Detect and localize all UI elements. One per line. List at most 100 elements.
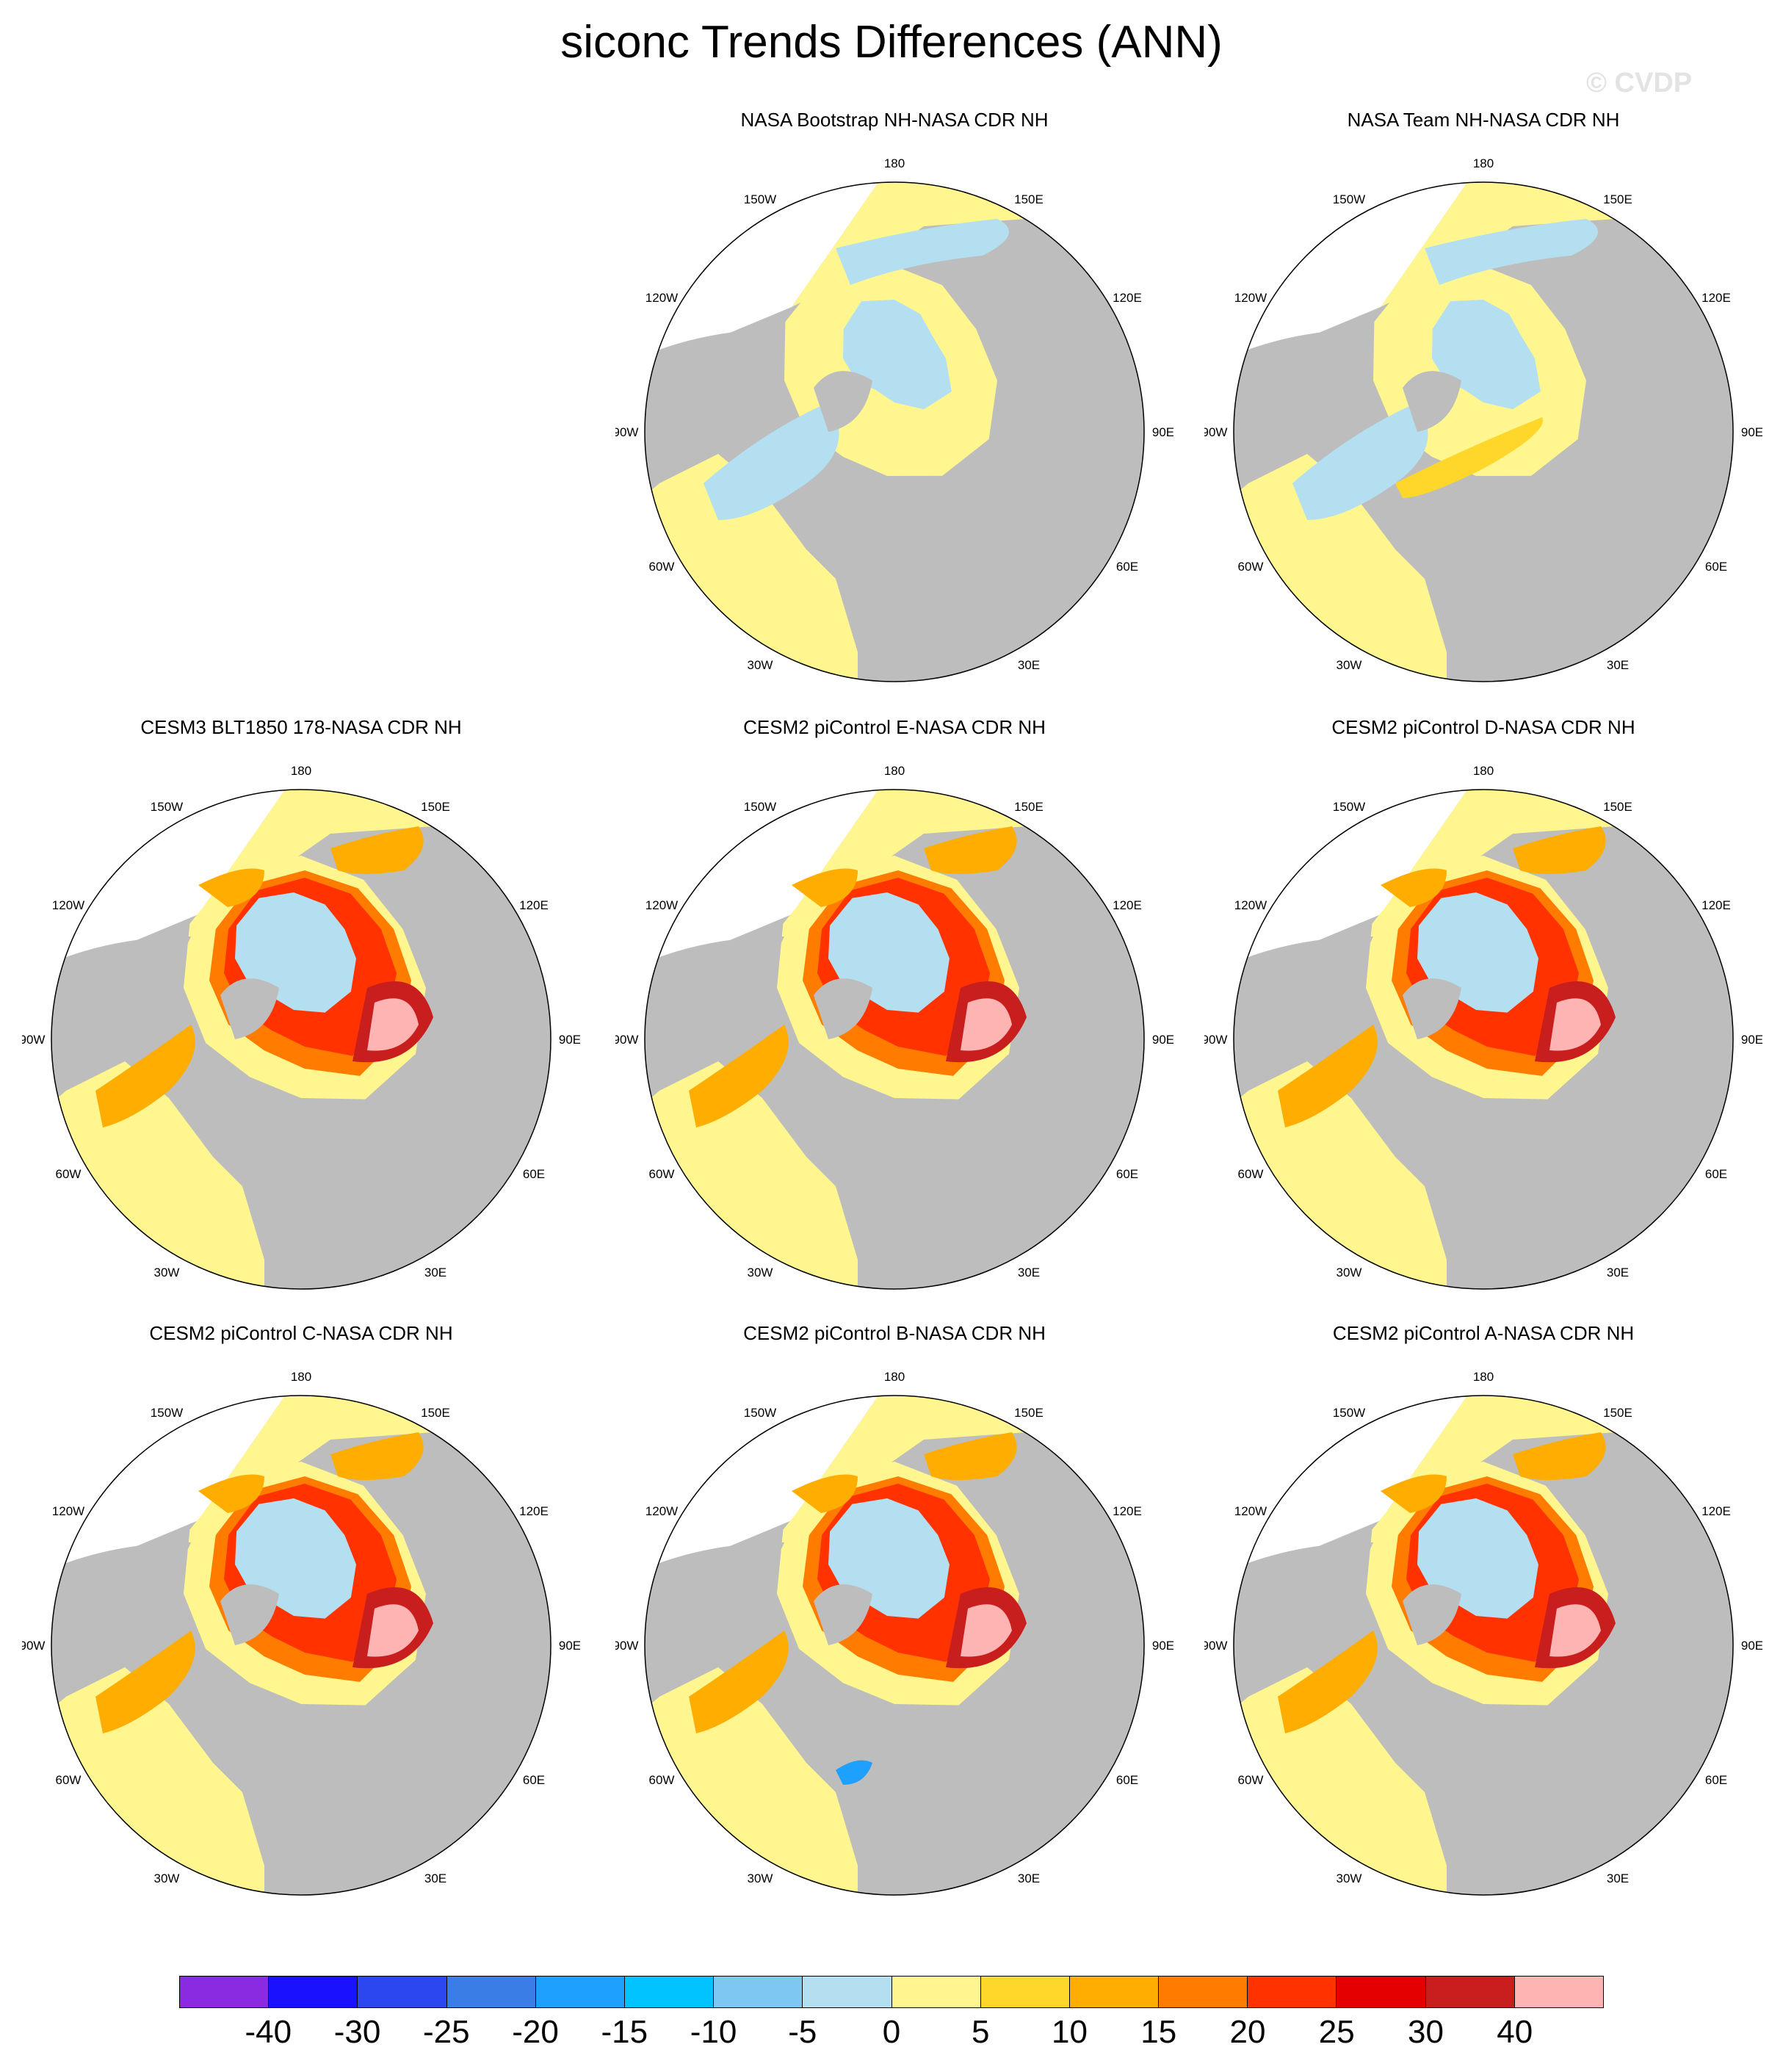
longitude-label: 180	[884, 156, 905, 170]
longitude-label: 120W	[52, 1504, 84, 1518]
greenland	[814, 1584, 872, 1645]
map-boundary	[1233, 1395, 1734, 1896]
labrador-anomaly	[689, 1025, 789, 1127]
polar-map: 180 150E 120E 90E 60E 30E 0 30W 60W 90W 120W 150W	[22, 1370, 580, 1910]
longitude-label: 60W	[1238, 1167, 1264, 1181]
longitude-label: 150W	[151, 1406, 183, 1420]
longitude-label: 60E	[1705, 1773, 1727, 1787]
panel-title: CESM2 piControl A-NASA CDR NH	[1332, 1322, 1635, 1344]
labrador-anomaly	[95, 1631, 195, 1733]
greenland	[1403, 371, 1461, 432]
colorbar-label: -10	[690, 2014, 737, 2050]
cvdp-watermark: © CVDP	[1586, 68, 1693, 98]
polar-map: 180 150E 120E 90E 60E 30E 0 30W 60W 90W 120W 150W	[615, 156, 1173, 696]
map-panel: NASA Team NH-NASA CDR NH 180 150E 120E 90E 60…	[1204, 109, 1762, 696]
longitude-label: 30E	[1607, 1266, 1629, 1279]
north-atlantic	[659, 454, 858, 682]
longitude-label: 120W	[1234, 291, 1267, 305]
panel-title: CESM2 piControl C-NASA CDR NH	[149, 1322, 453, 1344]
greenland	[814, 371, 872, 432]
longitude-label: 180	[884, 1370, 905, 1384]
bering-anomaly	[792, 868, 858, 907]
north-america	[51, 936, 191, 1032]
longitude-label: 150W	[1333, 800, 1365, 814]
colorbar-label: -15	[601, 2014, 648, 2050]
negative-anomaly	[836, 1760, 872, 1785]
longitude-label: 150E	[1014, 192, 1044, 206]
longitude-label: 120W	[1234, 1504, 1267, 1518]
labrador-anomaly	[689, 1631, 789, 1733]
okhotsk-anomaly	[330, 1432, 424, 1480]
longitude-label: 0	[1480, 1302, 1486, 1304]
longitude-label: 180	[1473, 1370, 1494, 1384]
longitude-label: 30E	[1018, 1871, 1040, 1885]
colorbar-box	[1337, 1977, 1426, 2007]
colorbar-box	[1514, 1977, 1603, 2007]
north-america	[1234, 936, 1373, 1032]
longitude-label: 150W	[744, 192, 776, 206]
colorbar-box	[803, 1977, 892, 2007]
longitude-label: 120E	[1113, 291, 1142, 305]
polar-map: 180 150E 120E 90E 60E 30E 0 30W 60W 90W 120W 150W	[1204, 1370, 1762, 1910]
colorbar-label: -30	[333, 2014, 381, 2050]
longitude-label: 30E	[424, 1871, 446, 1885]
longitude-label: 30W	[748, 1871, 773, 1885]
colorbar-box	[1159, 1977, 1248, 2007]
okhotsk-anomaly	[1513, 1432, 1606, 1480]
colorbar-label: -25	[422, 2014, 470, 2050]
colorbar-box	[1069, 1977, 1160, 2007]
map-panel: CESM2 piControl E-NASA CDR NH 180 150E 120E…	[615, 716, 1173, 1304]
panel-title: NASA Bootstrap NH-NASA CDR NH	[740, 109, 1049, 131]
longitude-label: 150W	[744, 1406, 776, 1420]
longitude-label: 30W	[748, 1266, 773, 1279]
longitude-label: 90W	[22, 1639, 45, 1653]
colorbar-label: 25	[1318, 2014, 1355, 2050]
longitude-label: 180	[1473, 156, 1494, 170]
longitude-label: 150E	[421, 1406, 450, 1420]
colorbar-label: 20	[1229, 2014, 1266, 2050]
pacific-anomaly	[836, 219, 1009, 285]
longitude-label: 90W	[615, 1639, 638, 1653]
longitude-label: 30W	[748, 658, 773, 672]
longitude-label: 120E	[519, 898, 549, 912]
north-america	[1234, 1542, 1373, 1638]
longitude-label: 0	[1480, 694, 1486, 696]
colorbar-label: -20	[512, 2014, 559, 2050]
colorbar-box	[180, 1977, 270, 2007]
longitude-label: 90E	[1152, 425, 1173, 439]
longitude-label: 150W	[1333, 192, 1365, 206]
longitude-label: 90W	[1204, 425, 1227, 439]
colorbar-box	[892, 1977, 981, 2007]
longitude-label: 60E	[1705, 560, 1727, 574]
longitude-label: 150W	[151, 800, 183, 814]
north-america	[51, 1542, 191, 1638]
panel-title: CESM3 BLT1850 178-NASA CDR NH	[140, 716, 462, 738]
colorbar-boxes	[179, 1976, 1604, 2008]
colorbar-box	[446, 1977, 536, 2007]
longitude-label: 120E	[1113, 1504, 1142, 1518]
longitude-label: 90W	[615, 1033, 638, 1047]
barents-anomaly	[1395, 417, 1543, 498]
longitude-label: 30W	[1337, 1871, 1362, 1885]
longitude-label: 90E	[1741, 1639, 1762, 1653]
polar-map: 180 150E 120E 90E 60E 30E 0 30W 60W 90W 120W 150W	[22, 764, 580, 1304]
longitude-label: 30W	[154, 1266, 180, 1279]
longitude-label: 90W	[615, 425, 638, 439]
labrador-anomaly	[1278, 1025, 1378, 1127]
bering-anomaly	[792, 1474, 858, 1513]
longitude-label: 150E	[1603, 800, 1632, 814]
longitude-label: 60W	[1238, 1773, 1264, 1787]
labrador-anomaly	[704, 403, 839, 520]
longitude-label: 60W	[649, 1773, 675, 1787]
kara-sea-peak	[1549, 1604, 1601, 1657]
colorbar-label: 0	[882, 2014, 901, 2050]
longitude-label: 120E	[519, 1504, 549, 1518]
greenland	[1403, 978, 1461, 1039]
labrador-anomaly	[1292, 403, 1428, 520]
longitude-label: 150E	[1603, 192, 1632, 206]
longitude-label: 0	[891, 1907, 897, 1910]
north-america	[1234, 329, 1373, 425]
longitude-label: 90E	[1741, 1033, 1762, 1047]
longitude-label: 90E	[1152, 1639, 1173, 1653]
longitude-label: 150W	[744, 800, 776, 814]
